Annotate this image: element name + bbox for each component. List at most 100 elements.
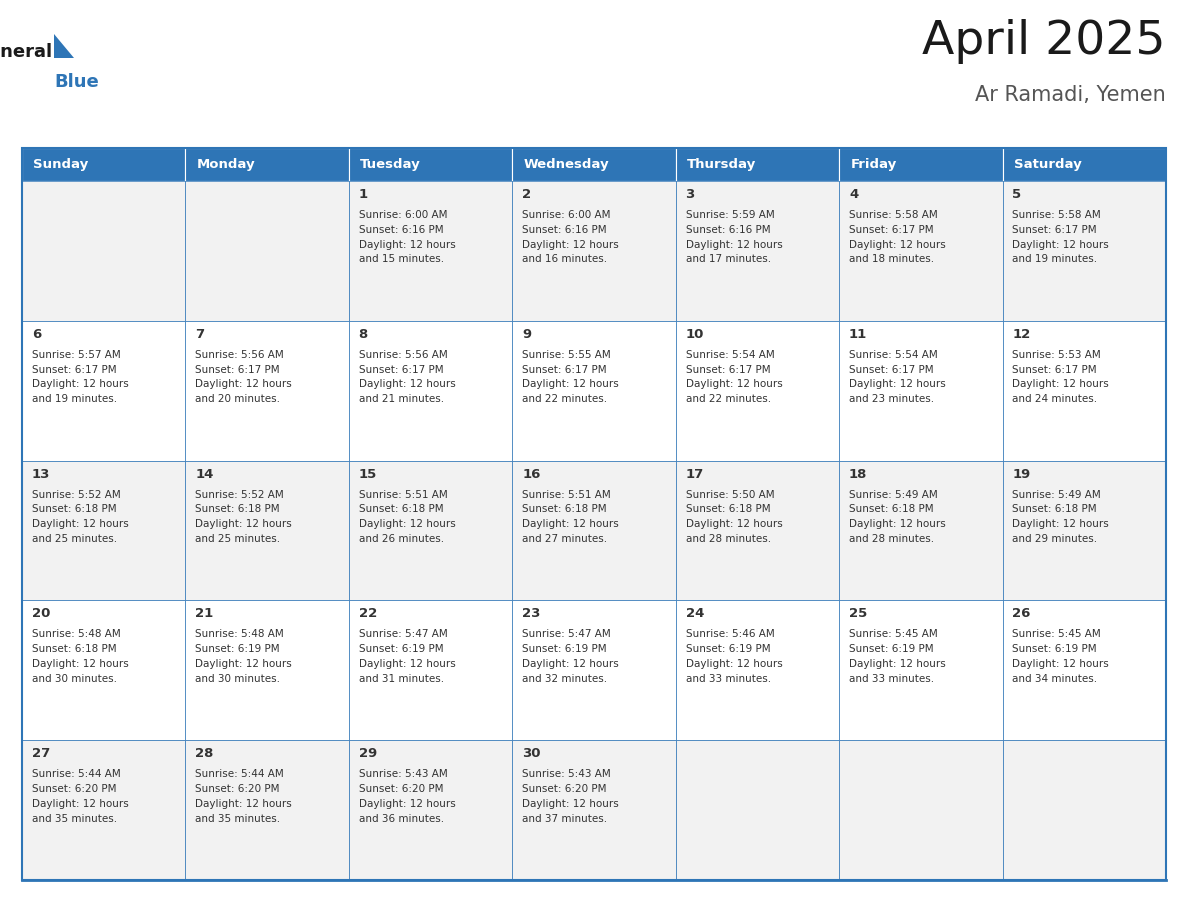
- Bar: [1003, 740, 1165, 880]
- Bar: [1003, 148, 1165, 181]
- Bar: [185, 320, 349, 461]
- Text: Sunrise: 5:54 AM: Sunrise: 5:54 AM: [849, 350, 937, 360]
- Text: 15: 15: [359, 467, 377, 481]
- Text: Sunset: 6:19 PM: Sunset: 6:19 PM: [685, 644, 770, 655]
- Text: Sunrise: 5:43 AM: Sunrise: 5:43 AM: [359, 769, 448, 779]
- Text: Daylight: 12 hours: Daylight: 12 hours: [359, 520, 455, 529]
- Text: 10: 10: [685, 328, 704, 341]
- Bar: [839, 181, 1003, 320]
- Text: Sunrise: 5:54 AM: Sunrise: 5:54 AM: [685, 350, 775, 360]
- Text: Sunset: 6:17 PM: Sunset: 6:17 PM: [195, 364, 280, 375]
- Bar: [512, 461, 676, 600]
- Text: Sunset: 6:20 PM: Sunset: 6:20 PM: [32, 784, 116, 794]
- Bar: [676, 320, 839, 461]
- Text: Sunrise: 5:45 AM: Sunrise: 5:45 AM: [1012, 630, 1101, 640]
- Bar: [1003, 600, 1165, 740]
- Text: Sunday: Sunday: [33, 158, 89, 171]
- Text: Daylight: 12 hours: Daylight: 12 hours: [195, 379, 292, 389]
- Text: Sunset: 6:16 PM: Sunset: 6:16 PM: [522, 225, 607, 235]
- Text: Daylight: 12 hours: Daylight: 12 hours: [1012, 379, 1110, 389]
- Bar: [23, 461, 185, 600]
- Text: 18: 18: [849, 467, 867, 481]
- Text: 7: 7: [195, 328, 204, 341]
- Bar: [185, 181, 349, 320]
- Text: Daylight: 12 hours: Daylight: 12 hours: [522, 659, 619, 669]
- Text: Daylight: 12 hours: Daylight: 12 hours: [1012, 520, 1110, 529]
- Text: and 22 minutes.: and 22 minutes.: [685, 394, 771, 404]
- Text: Sunset: 6:18 PM: Sunset: 6:18 PM: [685, 504, 770, 514]
- Text: 17: 17: [685, 467, 703, 481]
- Text: Sunset: 6:20 PM: Sunset: 6:20 PM: [195, 784, 279, 794]
- Text: 19: 19: [1012, 467, 1031, 481]
- Text: Thursday: Thursday: [687, 158, 757, 171]
- Text: Sunset: 6:19 PM: Sunset: 6:19 PM: [359, 644, 443, 655]
- Text: Sunrise: 5:55 AM: Sunrise: 5:55 AM: [522, 350, 611, 360]
- Text: Sunset: 6:19 PM: Sunset: 6:19 PM: [849, 644, 934, 655]
- Bar: [185, 461, 349, 600]
- Text: 16: 16: [522, 467, 541, 481]
- Text: and 30 minutes.: and 30 minutes.: [195, 674, 280, 684]
- Text: and 24 minutes.: and 24 minutes.: [1012, 394, 1098, 404]
- Text: 21: 21: [195, 608, 214, 621]
- Text: Daylight: 12 hours: Daylight: 12 hours: [849, 659, 946, 669]
- Text: 27: 27: [32, 747, 50, 760]
- Text: Sunrise: 5:58 AM: Sunrise: 5:58 AM: [1012, 210, 1101, 220]
- Bar: [676, 181, 839, 320]
- Text: 2: 2: [522, 188, 531, 201]
- Text: Daylight: 12 hours: Daylight: 12 hours: [522, 379, 619, 389]
- Text: Sunset: 6:20 PM: Sunset: 6:20 PM: [359, 784, 443, 794]
- Text: and 32 minutes.: and 32 minutes.: [522, 674, 607, 684]
- Text: 23: 23: [522, 608, 541, 621]
- Text: Sunrise: 5:59 AM: Sunrise: 5:59 AM: [685, 210, 775, 220]
- Text: Daylight: 12 hours: Daylight: 12 hours: [359, 379, 455, 389]
- Text: Sunrise: 5:43 AM: Sunrise: 5:43 AM: [522, 769, 611, 779]
- Bar: [349, 148, 512, 181]
- Text: Sunrise: 5:56 AM: Sunrise: 5:56 AM: [359, 350, 448, 360]
- Text: Sunset: 6:17 PM: Sunset: 6:17 PM: [849, 364, 934, 375]
- Text: Sunset: 6:18 PM: Sunset: 6:18 PM: [849, 504, 934, 514]
- Text: Sunset: 6:18 PM: Sunset: 6:18 PM: [522, 504, 607, 514]
- Text: Daylight: 12 hours: Daylight: 12 hours: [849, 379, 946, 389]
- Text: 22: 22: [359, 608, 377, 621]
- Text: Sunset: 6:19 PM: Sunset: 6:19 PM: [195, 644, 280, 655]
- Bar: [349, 461, 512, 600]
- Bar: [839, 461, 1003, 600]
- Polygon shape: [53, 34, 74, 58]
- Text: Monday: Monday: [197, 158, 255, 171]
- Text: 4: 4: [849, 188, 858, 201]
- Text: and 27 minutes.: and 27 minutes.: [522, 534, 607, 544]
- Text: Sunset: 6:17 PM: Sunset: 6:17 PM: [359, 364, 443, 375]
- Text: and 20 minutes.: and 20 minutes.: [195, 394, 280, 404]
- Text: Sunset: 6:19 PM: Sunset: 6:19 PM: [1012, 644, 1097, 655]
- Text: Daylight: 12 hours: Daylight: 12 hours: [32, 520, 128, 529]
- Text: 12: 12: [1012, 328, 1031, 341]
- Bar: [512, 320, 676, 461]
- Text: and 29 minutes.: and 29 minutes.: [1012, 534, 1098, 544]
- Text: Sunset: 6:18 PM: Sunset: 6:18 PM: [195, 504, 280, 514]
- Bar: [1003, 461, 1165, 600]
- Bar: [512, 148, 676, 181]
- Text: and 35 minutes.: and 35 minutes.: [195, 813, 280, 823]
- Text: Sunset: 6:18 PM: Sunset: 6:18 PM: [359, 504, 443, 514]
- Text: Daylight: 12 hours: Daylight: 12 hours: [195, 659, 292, 669]
- Bar: [349, 181, 512, 320]
- Text: Daylight: 12 hours: Daylight: 12 hours: [522, 240, 619, 250]
- Text: and 26 minutes.: and 26 minutes.: [359, 534, 444, 544]
- Bar: [23, 148, 1165, 880]
- Bar: [512, 740, 676, 880]
- Text: and 17 minutes.: and 17 minutes.: [685, 254, 771, 264]
- Text: Sunrise: 5:47 AM: Sunrise: 5:47 AM: [522, 630, 611, 640]
- Text: Daylight: 12 hours: Daylight: 12 hours: [849, 240, 946, 250]
- Bar: [23, 181, 185, 320]
- Text: Sunset: 6:18 PM: Sunset: 6:18 PM: [32, 644, 116, 655]
- Text: Daylight: 12 hours: Daylight: 12 hours: [359, 799, 455, 809]
- Text: Daylight: 12 hours: Daylight: 12 hours: [359, 659, 455, 669]
- Text: 30: 30: [522, 747, 541, 760]
- Text: April 2025: April 2025: [923, 19, 1165, 64]
- Text: Sunset: 6:17 PM: Sunset: 6:17 PM: [849, 225, 934, 235]
- Text: Daylight: 12 hours: Daylight: 12 hours: [522, 520, 619, 529]
- Text: General: General: [0, 43, 52, 61]
- Text: and 16 minutes.: and 16 minutes.: [522, 254, 607, 264]
- Text: Sunrise: 5:51 AM: Sunrise: 5:51 AM: [522, 489, 611, 499]
- Text: and 37 minutes.: and 37 minutes.: [522, 813, 607, 823]
